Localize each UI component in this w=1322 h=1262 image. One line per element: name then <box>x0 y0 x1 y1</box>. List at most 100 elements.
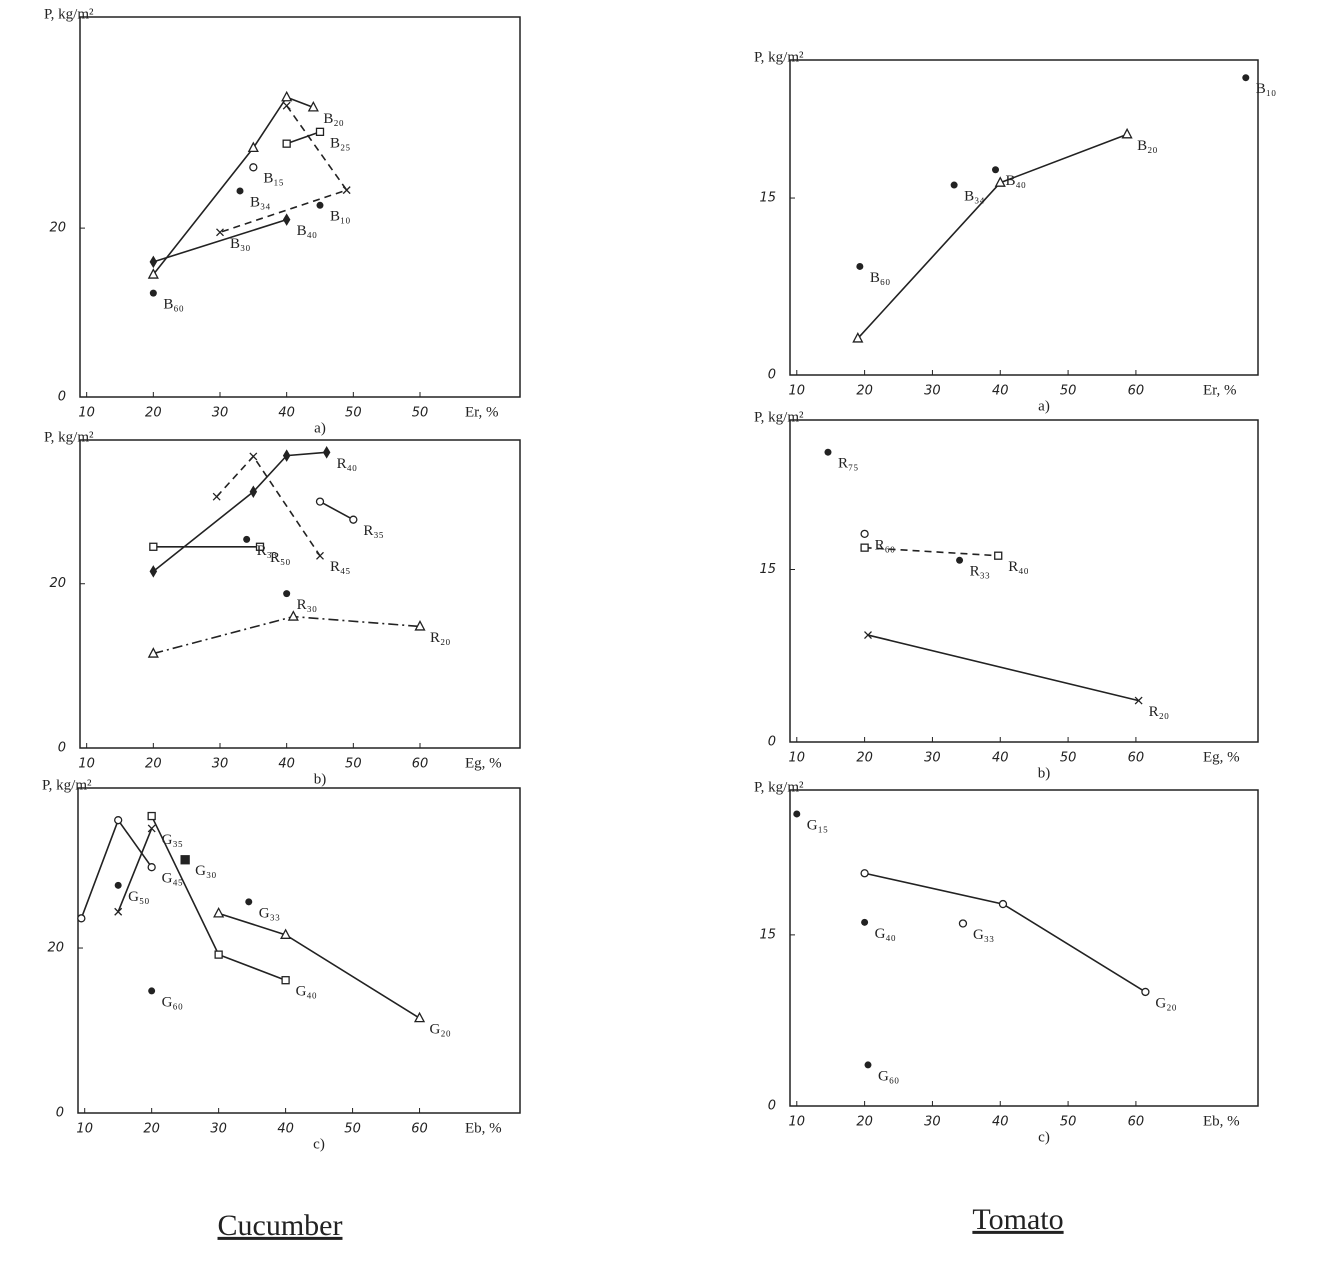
data-point <box>114 881 122 889</box>
series-label: G₃₃ <box>973 927 994 943</box>
data-point <box>281 976 290 985</box>
data-point <box>864 631 872 640</box>
series-label: R₄₀ <box>1008 559 1028 575</box>
x-tick-label: 20 <box>145 757 162 772</box>
x-tick-label: 50 <box>345 757 362 772</box>
data-point <box>77 914 86 923</box>
series-label: G₄₅ <box>162 871 183 887</box>
series-label: B₆₀ <box>870 270 890 286</box>
data-point <box>1141 987 1150 997</box>
series-line <box>286 131 321 145</box>
data-point <box>249 163 258 172</box>
data-point <box>950 181 958 189</box>
data-point <box>149 289 157 297</box>
data-point <box>147 268 159 279</box>
x-tick-label: 10 <box>76 1122 93 1137</box>
x-axis-label: Eb, % <box>465 1120 502 1136</box>
data-point <box>342 186 351 195</box>
x-tick-label: 30 <box>212 406 229 421</box>
data-point <box>282 139 291 148</box>
y-tick-label: 15 <box>759 927 776 942</box>
x-tick-label: 30 <box>212 757 229 772</box>
x-tick-label: 50 <box>345 406 362 421</box>
x-tick-label: 50 <box>1060 1115 1077 1130</box>
series-label: B₆₀ <box>163 297 183 313</box>
data-point <box>315 127 325 136</box>
plot-frame <box>77 787 521 1114</box>
x-tick-label: 40 <box>277 1122 294 1137</box>
series-label: B₁₅ <box>263 171 283 187</box>
data-point <box>149 542 158 551</box>
y-tick-label: 0 <box>768 368 776 383</box>
data-point <box>856 262 864 270</box>
series-label: G₂₀ <box>1155 995 1176 1011</box>
data-point <box>824 448 832 456</box>
x-tick-label: 40 <box>278 757 295 772</box>
data-point <box>316 551 324 560</box>
data-point <box>956 556 964 564</box>
data-point <box>147 824 156 833</box>
series-label: B₁₀ <box>330 209 350 225</box>
x-axis-label: Er, % <box>1203 382 1237 398</box>
data-point <box>1121 127 1133 139</box>
x-tick-label: 50 <box>1060 384 1077 399</box>
panel-label: a) <box>314 420 326 436</box>
series-label: B₃₄ <box>964 188 984 204</box>
series-label: G₂₀ <box>430 1022 451 1038</box>
x-tick-label: 30 <box>924 751 941 766</box>
series-line <box>319 500 354 521</box>
series-line <box>152 451 327 573</box>
data-point <box>213 906 225 918</box>
x-tick-label: 50 <box>412 406 429 421</box>
series-line <box>857 133 1128 339</box>
plot-frame <box>789 59 1259 376</box>
x-tick-label: 20 <box>856 1115 873 1130</box>
y-tick-label: 20 <box>49 221 66 236</box>
series-label: R₄₀ <box>337 456 357 472</box>
x-tick-label: 60 <box>1128 751 1145 766</box>
data-point <box>282 101 291 110</box>
data-point <box>147 863 156 872</box>
series-label: R₂₀ <box>1149 704 1169 720</box>
data-point <box>280 928 292 939</box>
x-tick-label: 20 <box>143 1122 160 1137</box>
data-point <box>282 213 291 226</box>
x-tick-label: 40 <box>992 751 1009 766</box>
data-point <box>994 551 1003 560</box>
series-label: R₃₀ <box>297 597 317 613</box>
series-label: B₄₀ <box>297 223 317 239</box>
y-axis-label: P, kg/m² <box>44 6 94 22</box>
x-tick-label: 20 <box>856 384 873 399</box>
series-line <box>153 615 421 655</box>
panel-label: a) <box>1038 398 1050 414</box>
data-point <box>147 811 156 821</box>
data-point <box>322 446 331 459</box>
series-label: G₁₅ <box>807 817 828 833</box>
series-label: B₃₀ <box>230 236 250 252</box>
x-tick-label: 60 <box>1128 384 1145 399</box>
y-tick-label: 20 <box>47 941 64 956</box>
x-tick-label: 50 <box>344 1122 361 1137</box>
y-tick-label: 0 <box>58 741 66 756</box>
data-point <box>992 166 1000 174</box>
series-label: B₃₄ <box>250 194 270 210</box>
y-axis-label: P, kg/m² <box>44 429 94 445</box>
y-axis-label: P, kg/m² <box>754 409 804 425</box>
series-label: B₂₀ <box>1137 138 1157 154</box>
series-line <box>152 96 314 276</box>
data-point <box>216 228 224 237</box>
x-tick-label: 10 <box>78 757 95 772</box>
y-tick-label: 15 <box>759 191 776 206</box>
x-tick-label: 30 <box>924 384 941 399</box>
data-point <box>864 1061 872 1069</box>
data-point <box>287 610 299 621</box>
y-axis-label: P, kg/m² <box>754 49 804 65</box>
x-tick-label: 30 <box>210 1122 227 1137</box>
series-label: G₆₀ <box>878 1068 899 1084</box>
x-tick-label: 50 <box>1060 751 1077 766</box>
series-label: B₂₅ <box>330 135 350 151</box>
x-axis-label: Er, % <box>465 404 499 420</box>
data-point <box>860 869 869 878</box>
data-point <box>998 899 1008 909</box>
series-line <box>117 828 153 913</box>
